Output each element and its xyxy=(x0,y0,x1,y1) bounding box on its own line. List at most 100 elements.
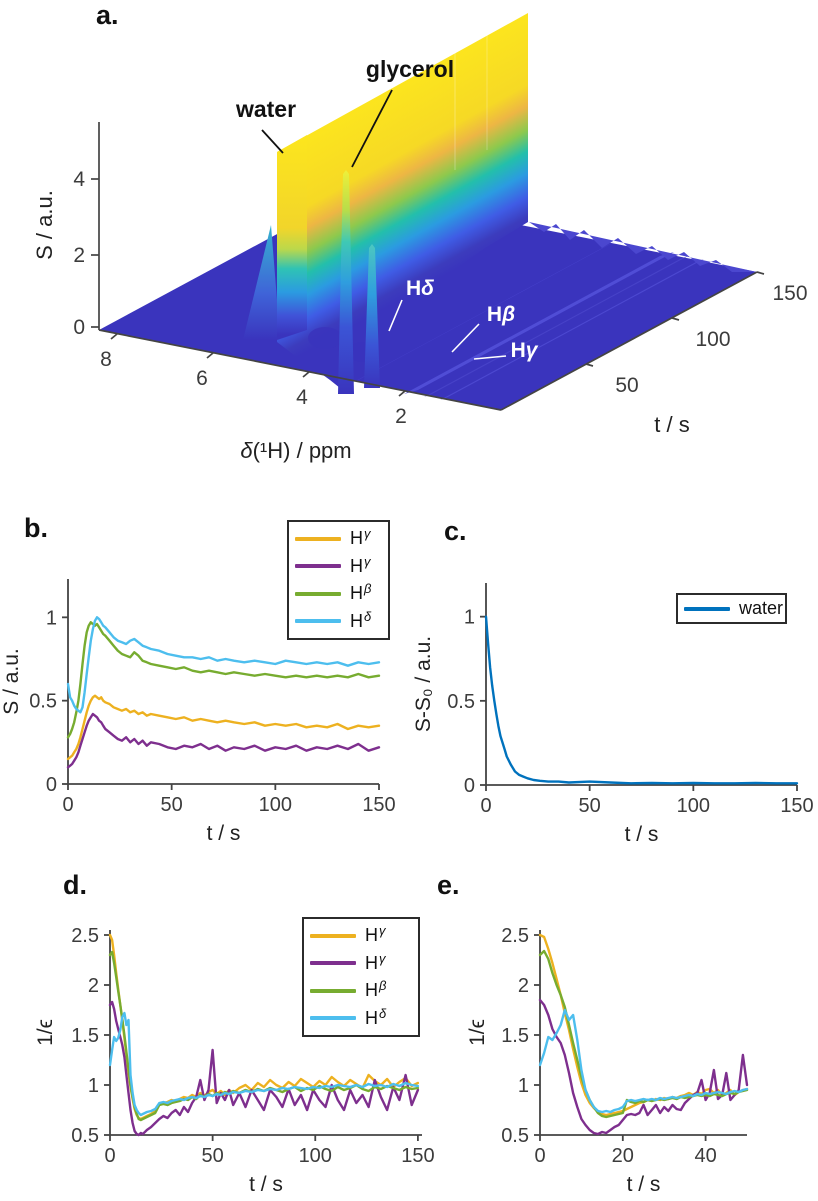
legend-label: Hβ xyxy=(365,978,387,1001)
legend-label: Hγ xyxy=(350,553,371,576)
x-axis-label: t / s xyxy=(207,822,241,845)
y-tick-label: 2 xyxy=(518,975,529,997)
legend-line-sample xyxy=(295,564,341,569)
ppm-axis xyxy=(98,329,502,411)
y-tick-label: 1 xyxy=(88,1075,99,1097)
ppm-tick-label: 6 xyxy=(196,367,208,390)
legend-label-superscript: γ xyxy=(379,923,386,939)
series-Hδ xyxy=(108,1011,420,1117)
ppm-axis-label-rest: (¹H) / ppm xyxy=(253,438,352,463)
legend-entry: Hδ xyxy=(289,608,388,632)
legend-label: Hγ xyxy=(365,923,386,946)
series-Hγ xyxy=(108,1000,420,1137)
legend-entry: Hβ xyxy=(304,978,418,1001)
y-tick-label: 0.5 xyxy=(501,1125,529,1147)
ppm-tick-label: 8 xyxy=(100,348,112,371)
y-tick-label: 2.5 xyxy=(501,925,529,947)
y-tick-label: 0 xyxy=(464,775,475,797)
y-tick-label: 2.5 xyxy=(71,925,99,947)
x-tick-label: 0 xyxy=(104,1145,115,1167)
h-beta-annotation: Hβ xyxy=(487,303,515,326)
h-gamma-base: H xyxy=(511,339,526,362)
x-tick-label: 50 xyxy=(161,794,183,816)
series-Hδ xyxy=(66,616,381,714)
y-tick-label: 0.5 xyxy=(29,691,57,713)
legend-label: Hγ xyxy=(350,526,371,549)
panel-label-d: d. xyxy=(63,870,87,900)
legend-entry: water xyxy=(678,598,785,619)
legend-panel-d: Hγ Hγ Hβ Hδ xyxy=(302,917,420,1037)
legend-line-sample xyxy=(310,1016,356,1021)
y-tick-label: 0.5 xyxy=(447,691,475,713)
x-tick-label: 20 xyxy=(612,1145,634,1167)
panel-label-c: c. xyxy=(444,516,467,546)
h-beta-base: H xyxy=(487,303,502,326)
ppm-tick xyxy=(110,333,118,340)
y-axis-label: 1/ϵ xyxy=(466,1019,489,1046)
y-tick-label: 1 xyxy=(46,607,57,629)
y-axis-label: S-S₀ / a.u. xyxy=(412,636,435,732)
t-tick xyxy=(671,317,680,321)
legend-label: Hδ xyxy=(350,608,372,631)
x-tick-label: 150 xyxy=(780,795,813,817)
series-Hβ xyxy=(66,621,381,739)
x-tick-label: 100 xyxy=(677,795,710,817)
panel-d-line-chart: 0 50 100 150 0.5 1 1.5 2 2.5 t / s 1/ϵ xyxy=(34,925,435,1196)
series-Hδ xyxy=(538,1008,749,1114)
ridge-h-beta xyxy=(424,256,688,397)
legend-line-sample xyxy=(310,933,356,938)
ridge-h-delta xyxy=(404,252,674,394)
x-tick-label: 0 xyxy=(62,794,73,816)
legend-label-superscript: β xyxy=(379,978,387,994)
x-axis-label: t / s xyxy=(625,823,659,846)
ppm-tick xyxy=(398,390,406,397)
t-tick xyxy=(756,271,765,275)
x-tick-label: 150 xyxy=(401,1145,434,1167)
x-tick-label: 40 xyxy=(694,1145,716,1167)
ppm-tick xyxy=(206,352,214,359)
legend-label-superscript: γ xyxy=(364,553,371,569)
water-annotation: water xyxy=(235,96,296,122)
glycerol-peak-spike-2 xyxy=(364,244,380,388)
x-tick-label: 100 xyxy=(299,1145,332,1167)
legend-entry: Hγ xyxy=(289,553,388,577)
x-axis-label: t / s xyxy=(627,1173,661,1196)
panel-a-surface-plot: 0 2 4 8 6 4 2 50 100 150 S / a.u. δ(¹H) … xyxy=(32,13,808,463)
surface-floor xyxy=(99,192,757,410)
legend-label: Hγ xyxy=(365,950,386,973)
y-axis-label: 1/ϵ xyxy=(34,1019,57,1046)
ppm-axis-label-greek: δ xyxy=(240,438,253,463)
panel-label-e: e. xyxy=(437,870,460,900)
x-tick-label: 150 xyxy=(362,794,395,816)
ridge-glycerol-tail xyxy=(352,241,616,383)
panel-label-a: a. xyxy=(96,0,119,30)
panel-label-b: b. xyxy=(24,513,48,543)
ppm-tick xyxy=(302,371,310,378)
legend-label-superscript: γ xyxy=(379,950,386,966)
z-tick-label: 2 xyxy=(73,244,85,267)
ridge-h-gamma xyxy=(440,259,704,400)
glycerol-leader-line xyxy=(351,89,393,168)
z-tick-label: 0 xyxy=(73,316,85,339)
series-Hγ xyxy=(538,998,749,1136)
h-delta-greek: δ xyxy=(421,277,434,300)
y-tick-label: 0.5 xyxy=(71,1125,99,1147)
legend-line-sample xyxy=(295,536,341,541)
x-tick-label: 0 xyxy=(480,795,491,817)
y-axis-label: S / a.u. xyxy=(0,648,23,715)
t-tick xyxy=(585,363,594,367)
series-Hγ xyxy=(66,712,381,769)
legend-label-superscript: β xyxy=(364,581,372,597)
series-Hγ xyxy=(66,694,381,761)
legend-label: Hδ xyxy=(365,1005,387,1028)
t-axis-label: t / s xyxy=(654,412,689,437)
panel-c-line-chart: 0 50 100 150 0 0.5 1 t / s S-S₀ / a.u. xyxy=(412,583,814,846)
y-tick-label: 1 xyxy=(464,607,475,629)
legend-entry: Hβ xyxy=(289,581,388,604)
ppm-tick-label: 2 xyxy=(395,405,407,428)
panel-e-line-chart: 0 20 40 0.5 1 1.5 2 2.5 t / s 1/ϵ xyxy=(466,925,749,1196)
water-leader-line xyxy=(261,129,284,154)
legend-line-sample xyxy=(310,988,356,993)
legend-label-superscript: δ xyxy=(364,608,372,624)
ppm-tick-label: 4 xyxy=(296,386,308,409)
